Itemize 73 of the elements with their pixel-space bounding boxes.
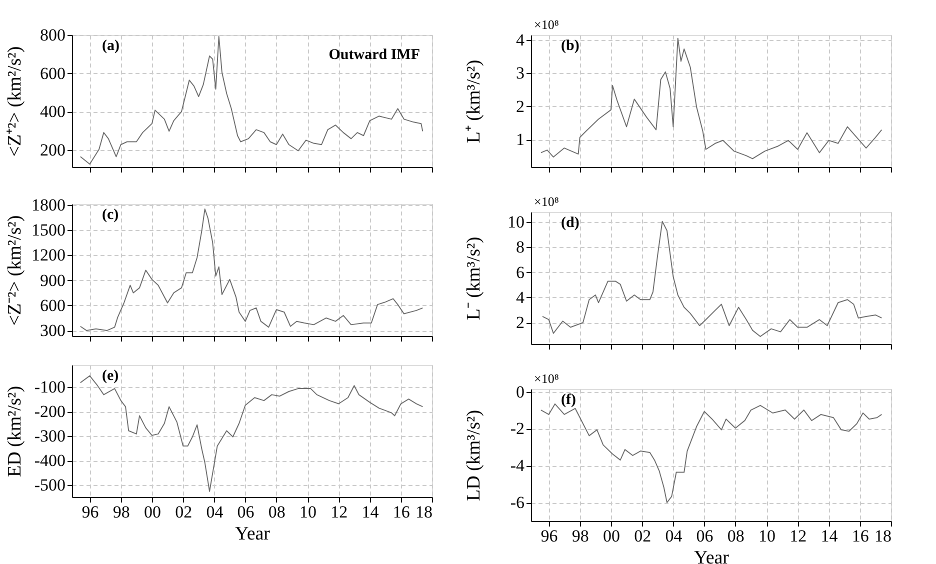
x-tick-label: 06 [237,502,254,522]
x-tick-label: 02 [634,526,652,546]
x-tick-label: 98 [112,502,130,522]
annotation: Outward IMF [328,47,420,63]
y-tick-label: 6 [516,262,524,282]
x-tick-label: 18 [416,502,432,522]
y-tick-label: 1 [516,130,524,150]
y-axis-title: L⁺ (km³/s²) [464,60,484,144]
annotation: (b) [561,38,580,54]
text: ×10⁸ [534,371,560,386]
y-tick-label: 300 [40,321,66,340]
y-tick-label: 4 [516,288,525,307]
x-tick-label: 04 [665,526,683,546]
x-tick-label: 00 [144,502,161,522]
y-tick-label: 2 [516,313,524,332]
x-tick-label: 16 [852,526,869,546]
x-axis-title: Year [234,524,271,544]
x-tick-label: 02 [175,502,192,522]
y-tick-label: 600 [40,64,66,83]
y-tick-label: 800 [40,26,66,44]
x-tick-label: 12 [790,526,807,546]
x-tick-label: 18 [874,526,892,546]
x-tick-label: 14 [362,502,380,522]
y-tick-label: -300 [34,426,66,446]
y-tick-label: 900 [40,270,66,290]
line-series [540,38,882,160]
y-axis-title: ED (km²/s²) [4,386,26,478]
x-tick-label: 10 [300,502,317,522]
y-tick-label: 200 [40,140,66,160]
y-tick-label: 3 [516,64,524,83]
y-tick-label: 8 [516,238,524,257]
y-tick-label: 1200 [32,246,66,265]
y-tick-label: 2 [516,96,524,116]
y-axis-title: <Z⁻²> (km²/s²) [4,215,26,326]
y-tick-label: -6 [510,493,524,512]
y-tick-label: -2 [510,419,524,438]
y-axis-title: LD (km³/s²) [464,410,484,502]
y-tick-label: 1500 [32,220,66,240]
x-tick-label: 08 [268,502,286,522]
y-tick-label: -500 [34,476,66,495]
x-tick-label: 12 [330,502,348,522]
annotation: (d) [561,215,580,231]
line-series [80,36,424,165]
x-axis-title: Year [694,548,730,564]
x-tick-label: 98 [572,526,589,546]
x-tick-label: 04 [206,502,224,522]
y-tick-label: 600 [40,296,66,315]
x-tick-label: 10 [758,526,776,546]
annotation: (e) [102,368,119,384]
y-tick-label: 1800 [32,195,66,214]
x-tick-label: 96 [540,526,558,546]
annotation: (a) [102,38,120,54]
y-tick-label: -400 [34,451,66,470]
x-tick-label: 08 [727,526,744,546]
y-tick-label: 4 [516,30,525,50]
y-tick-label: 400 [40,102,66,122]
annotation: (f) [561,392,576,408]
x-tick-label: 06 [696,526,714,546]
y-axis-title: L⁻ (km³/s²) [464,236,484,320]
y-tick-label: 10 [508,212,524,232]
y-tick-label: -4 [510,456,525,476]
y-tick-label: -100 [34,378,66,397]
text: ×10⁸ [534,17,560,32]
x-tick-label: 96 [82,502,99,522]
annotation: (c) [102,207,119,223]
x-tick-label: 00 [602,526,620,546]
y-tick-label: -200 [34,402,66,422]
y-tick-label: 0 [516,382,524,402]
y-axis-title: <Z⁺²> (km²/s²) [4,46,26,157]
text: ×10⁸ [534,194,560,209]
x-tick-label: 14 [820,526,838,546]
x-tick-label: 16 [392,502,410,522]
line-series [80,208,424,332]
